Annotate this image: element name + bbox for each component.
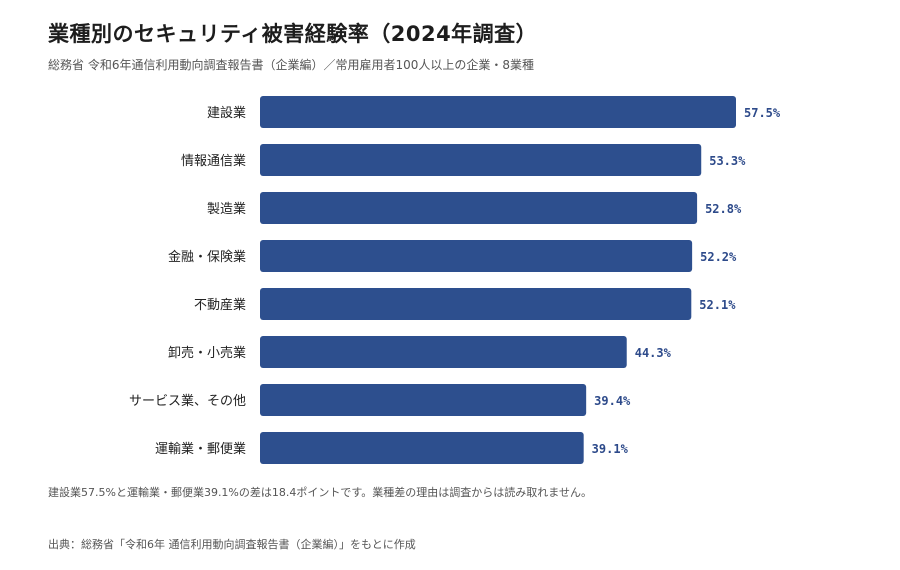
value-label: 53.3% (709, 154, 746, 168)
category-label: 不動産業 (194, 297, 246, 313)
bar (260, 96, 736, 128)
chart-note: 建設業57.5%と運輸業・郵便業39.1%の差は18.4ポイントです。業種差の理… (48, 486, 592, 499)
value-label: 57.5% (744, 106, 781, 120)
bar (260, 432, 584, 464)
bar (260, 144, 702, 176)
bar (260, 384, 587, 416)
category-label: 金融・保険業 (168, 249, 246, 265)
category-label: 建設業 (207, 105, 246, 121)
bar (260, 192, 698, 224)
chart-source: 出典：総務省「令和6年 通信利用動向調査報告書（企業編）」をもとに作成 (48, 538, 416, 551)
category-label: 情報通信業 (181, 153, 246, 169)
value-label: 39.4% (594, 394, 631, 408)
category-label: 製造業 (207, 201, 246, 217)
value-label: 39.1% (592, 442, 629, 456)
bar (260, 240, 693, 272)
category-label: 運輸業・郵便業 (155, 441, 246, 457)
value-label: 52.8% (705, 202, 742, 216)
chart-subtitle: 総務省 令和6年通信利用動向調査報告書（企業編）／常用雇用者100人以上の企業・… (48, 58, 534, 72)
category-label: サービス業、その他 (129, 393, 246, 409)
bar-chart: 建設業 57.5% 情報通信業 53.3% 製造業 52.8% 金融・保険業 52.2% 不動産… (129, 96, 781, 464)
value-label: 44.3% (635, 346, 672, 360)
value-label: 52.2% (700, 250, 737, 264)
bar (260, 336, 627, 368)
value-label: 52.1% (699, 298, 736, 312)
chart-title: 業種別のセキュリティ被害経験率（2024年調査） (48, 22, 538, 46)
category-label: 卸売・小売業 (168, 345, 246, 361)
bar (260, 288, 692, 320)
